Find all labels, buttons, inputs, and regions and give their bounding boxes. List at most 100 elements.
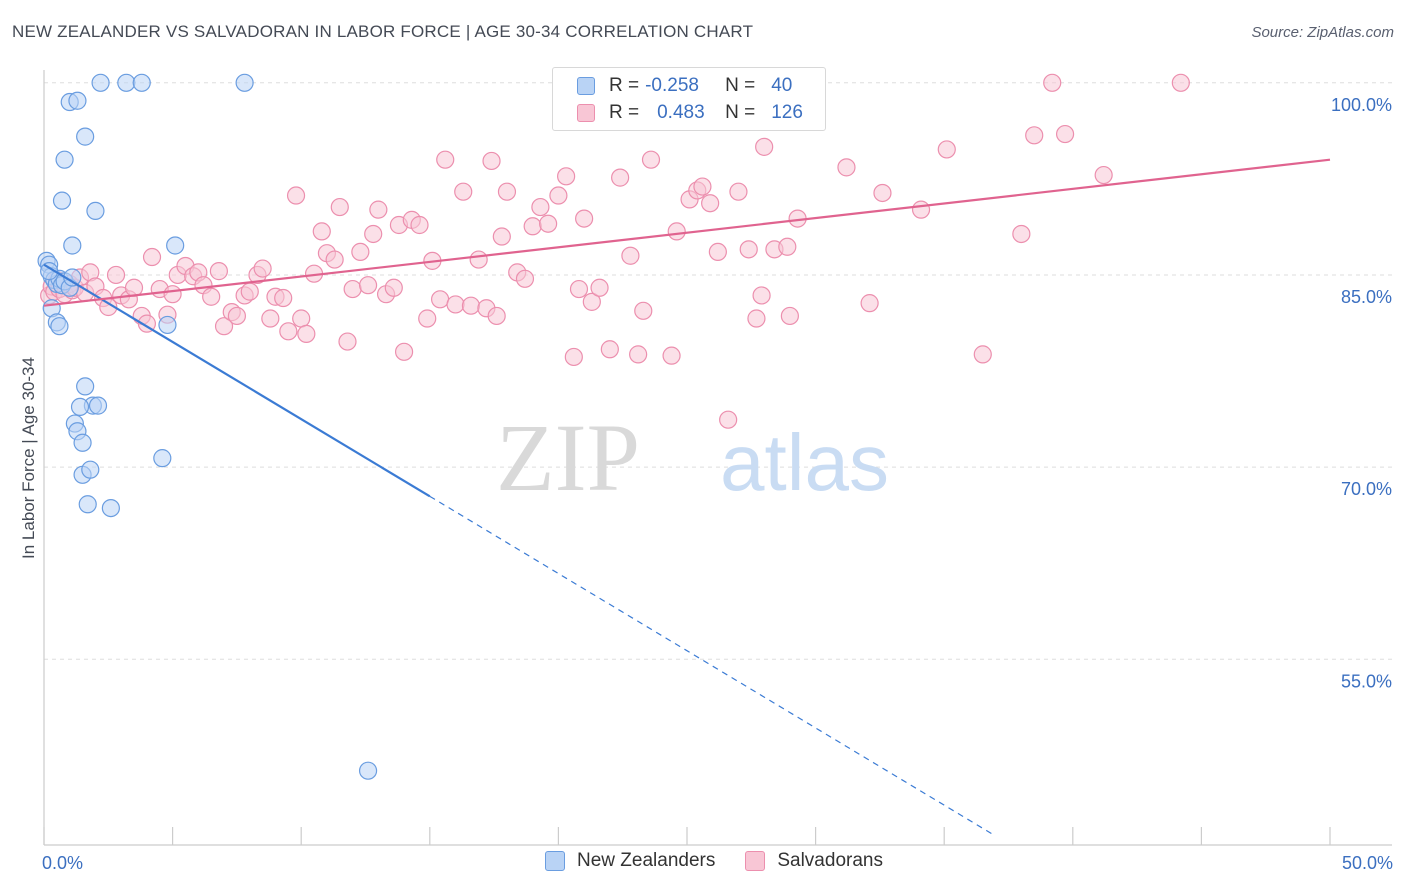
salvadoran-point [523, 217, 542, 236]
salvadoran-point [469, 250, 488, 269]
salvadoran-point [227, 306, 246, 326]
salvadoran-point [937, 140, 956, 159]
salvadoran-point [410, 215, 429, 235]
salvadoran-point [780, 306, 799, 326]
salvadoran-point [1055, 124, 1075, 144]
salvadoran-point [693, 177, 712, 196]
salvadoran-point [662, 346, 681, 365]
legend-n-label: N = [725, 102, 756, 123]
salvadoran-point [338, 332, 357, 351]
legend-row-salvadorans: R = 0.483 N = 126 [577, 100, 803, 126]
salvadoran-point [1043, 73, 1062, 92]
salvadoran-point [364, 224, 383, 244]
y-tick-label: 100.0% [1331, 95, 1392, 115]
legend-n-label: N = [725, 75, 756, 96]
grid-layer [44, 82, 1392, 660]
salvadoran-point [312, 222, 331, 241]
salvadoran-point [557, 167, 576, 186]
salvadoran-point [1012, 224, 1031, 244]
salvadoran-point [202, 287, 221, 306]
salvadoran-point [279, 322, 298, 341]
salvadoran-trend-line [43, 158, 1331, 307]
new-zealander-point [91, 73, 110, 92]
legend-swatch-pink [577, 104, 595, 122]
trend-layer [43, 158, 1331, 837]
new-zealander-point [81, 460, 100, 479]
salvadoran-point [729, 182, 748, 201]
salvadoran-point [418, 309, 437, 328]
legend-n-value: 40 [771, 75, 793, 96]
salvadoran-point [549, 186, 568, 205]
series-legend-new-zealanders[interactable]: New Zealanders [545, 850, 715, 872]
new-zealander-point [88, 396, 108, 415]
legend-swatch-blue [577, 77, 595, 95]
salvadoran-point [1025, 126, 1044, 145]
series-swatch-blue [545, 851, 565, 871]
series-swatch-pink [745, 851, 766, 871]
salvadoran-point [261, 309, 280, 328]
salvadoran-point [590, 278, 609, 297]
new-zealander-point [101, 498, 120, 518]
salvadoran-point [253, 259, 272, 278]
new-zealander-point [73, 433, 92, 452]
label-layer: 55.0% 70.0% 85.0% 100.0% 0.0% 50.0% In Labor F… [19, 95, 1393, 873]
salvadoran-point [240, 282, 259, 301]
watermark: ZIP atlas [496, 404, 889, 511]
salvadoran-point [358, 276, 378, 295]
y-axis-title: In Labor Force | Age 30-34 [19, 357, 38, 559]
salvadoran-point [752, 286, 771, 305]
new-zealander-point [235, 73, 254, 92]
salvadoran-point [629, 345, 648, 364]
new-zealander-point [76, 127, 95, 146]
salvadoran-point [330, 197, 349, 217]
salvadoran-point [497, 182, 517, 201]
salvadoran-point [701, 194, 720, 213]
correlation-legend: R = -0.258 N = 40 R = 0.483 N = 126 [552, 67, 826, 131]
salvadoran-point [1171, 73, 1190, 92]
legend-r-value: -0.258 [645, 75, 699, 96]
salvadoran-point [343, 279, 362, 299]
new-zealander-point [50, 317, 69, 336]
salvadoran-point [667, 222, 686, 241]
salvadoran-point [600, 340, 619, 359]
y-tick-label: 55.0% [1341, 671, 1392, 691]
salvadoran-point [621, 246, 640, 265]
salvadoran-point [384, 278, 403, 297]
salvadoran-point [292, 309, 311, 328]
new-zealander-point [78, 495, 97, 514]
new-zealander-point [76, 377, 95, 396]
salvadoran-point [873, 183, 892, 203]
watermark-atlas: atlas [720, 418, 889, 507]
new-zealander-point [358, 761, 378, 780]
salvadoran-point [539, 214, 558, 233]
series-legend-salvadorans[interactable]: Salvadorans [745, 850, 883, 872]
new-zealander-point [68, 91, 87, 110]
salvadoran-point [531, 197, 550, 217]
salvadoran-point [575, 209, 594, 228]
salvadoran-point [436, 150, 455, 169]
series-legend: New Zealanders Salvadorans [545, 850, 913, 872]
salvadoran-point [564, 347, 583, 367]
source-label: Source: ZipAtlas.com [1251, 24, 1394, 41]
salvadoran-point [461, 296, 481, 315]
series-label-salvadorans: Salvadorans [777, 850, 883, 871]
salvadoran-point [142, 247, 162, 267]
y-tick-label: 85.0% [1341, 287, 1392, 307]
legend-n-value: 126 [771, 102, 803, 123]
new-zealander-point [52, 191, 72, 210]
x-tick-label: 50.0% [1342, 853, 1393, 873]
salvadoran-point [778, 237, 797, 256]
axis-layer [43, 70, 1392, 846]
salvadoran-point [351, 242, 370, 262]
points-layer [37, 73, 1190, 780]
new-zealander-point [153, 449, 172, 468]
salvadoran-point [611, 168, 630, 187]
legend-row-new-zealanders: R = -0.258 N = 40 [577, 73, 792, 99]
salvadoran-point [369, 200, 388, 219]
watermark-zip: ZIP [496, 404, 640, 511]
salvadoran-point [286, 186, 306, 205]
salvadoran-point [446, 295, 465, 314]
new-zealander-point [40, 262, 59, 281]
salvadoran-point [274, 288, 293, 308]
